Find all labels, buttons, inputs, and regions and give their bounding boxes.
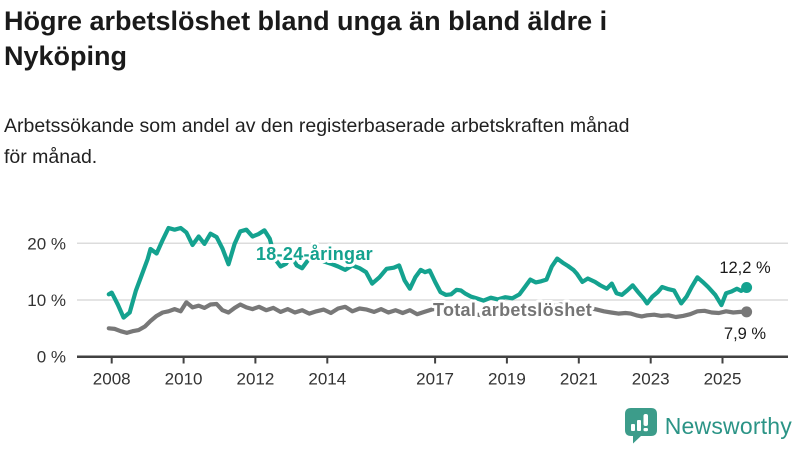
newsworthy-logo[interactable]: Newsworthy <box>624 407 792 445</box>
subtitle-line-2: för månad. <box>4 146 98 168</box>
newsworthy-wordmark: Newsworthy <box>664 412 792 439</box>
line-18-24-aringar <box>106 225 749 320</box>
x-tick-label-2025: 2025 <box>704 370 742 389</box>
line-total-arbetsloshet <box>106 300 749 335</box>
series-end-dot-total <box>741 306 753 318</box>
title-line-2: Nyköping <box>4 41 128 71</box>
x-tick-label-2017: 2017 <box>416 370 454 389</box>
series-label-total-arbetsloshet: Total arbetslöshet <box>433 300 592 320</box>
x-tick-label-2014: 2014 <box>308 370 346 389</box>
x-tick-label-2021: 2021 <box>560 370 598 389</box>
x-tick-label-2023: 2023 <box>632 370 670 389</box>
y-tick-label-20: 20 % <box>27 234 66 253</box>
page-title: Högre arbetslöshet bland unga än bland ä… <box>4 4 784 74</box>
y-axis-ticks: 20 % 10 % 0 % <box>27 234 66 366</box>
x-tick-label-2010: 2010 <box>165 370 203 389</box>
subtitle-line-1: Arbetssökande som andel av den registerb… <box>4 115 630 137</box>
chart-subtitle: Arbetssökande som andel av den registerb… <box>4 111 784 173</box>
title-line-1: Högre arbetslöshet bland unga än bland ä… <box>4 6 608 36</box>
y-tick-label-10: 10 % <box>27 291 66 310</box>
end-value-label-total: 7,9 % <box>724 325 767 343</box>
series-label-18-24-aringar: 18-24-åringar <box>256 244 373 264</box>
x-tick-label-2008: 2008 <box>93 370 131 389</box>
end-value-label-18-24: 12,2 % <box>719 259 771 277</box>
bar-chart-speech-bubble-icon <box>624 408 657 444</box>
y-tick-label-0: 0 % <box>37 348 66 367</box>
x-axis-ticks: 2008 2010 2012 2014 2017 2019 2021 2023 2025 <box>93 356 742 389</box>
x-tick-label-2019: 2019 <box>488 370 526 389</box>
series-end-dot-18-24 <box>741 282 753 293</box>
x-tick-label-2012: 2012 <box>236 370 274 389</box>
line-chart: 2008 2010 2012 2014 2017 2019 2021 2023 2025 20 … <box>27 225 788 389</box>
